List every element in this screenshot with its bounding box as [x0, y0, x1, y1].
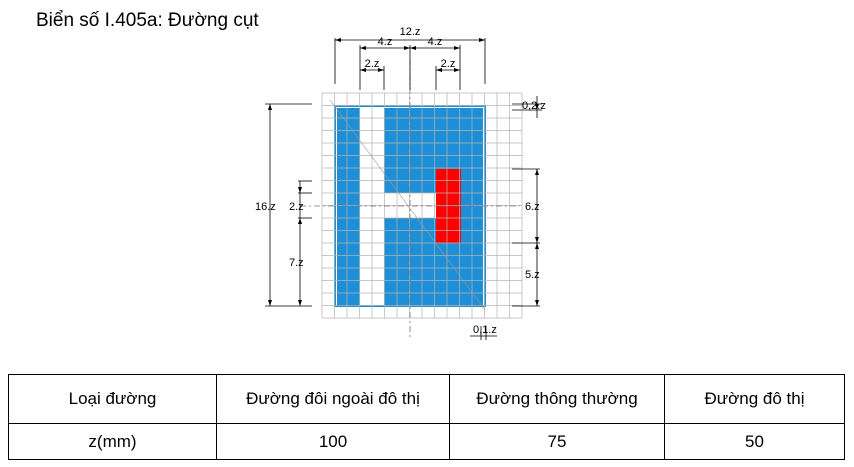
- table-header-cell: Đường thông thường: [449, 374, 665, 424]
- table-header-cell: Đường đô thị: [664, 374, 845, 424]
- table-header-row: Loại đường Đường đôi ngoài đô thị Đường …: [8, 374, 845, 424]
- dim-lower: 7.z: [289, 257, 304, 269]
- dim-inner-border: 0,1.z: [473, 324, 497, 336]
- dim-bar-right: 2.z: [441, 58, 456, 70]
- z-value-table: Loại đường Đường đôi ngoài đô thị Đường …: [8, 374, 845, 460]
- table-header-cell: Loại đường: [8, 374, 217, 424]
- dim-total-width: 12.z: [400, 26, 421, 38]
- table-cell: z(mm): [8, 423, 217, 460]
- dim-bottom-right: 5.z: [525, 269, 540, 281]
- dim-height: 16.z: [255, 201, 276, 213]
- dimension-arrows: [268, 38, 539, 306]
- dim-bar-left: 2.z: [365, 58, 380, 70]
- dimension-lines: [265, 38, 542, 340]
- sign-diagram: 12.z 4.z 4.z 2.z 2.z 0,2.z 16.z 2.z 7.z …: [255, 26, 546, 340]
- table-cell: 50: [664, 423, 845, 460]
- table-header-cell: Đường đôi ngoài đô thị: [216, 374, 450, 424]
- construction-grid: [321, 92, 523, 319]
- table-row: z(mm) 100 75 50: [8, 423, 845, 460]
- table-cell: 100: [216, 423, 450, 460]
- table-cell: 75: [449, 423, 665, 460]
- diagonal-guide: [329, 99, 486, 311]
- dim-half-left: 4.z: [378, 36, 393, 48]
- center-axes: [300, 60, 520, 340]
- page-title: Biển số I.405a: Đường cụt: [36, 10, 259, 31]
- dim-border: 0,2.z: [522, 100, 546, 112]
- dim-red-height: 6.z: [525, 201, 540, 213]
- dim-half-right: 4.z: [428, 36, 443, 48]
- dim-gap: 2.z: [289, 201, 304, 213]
